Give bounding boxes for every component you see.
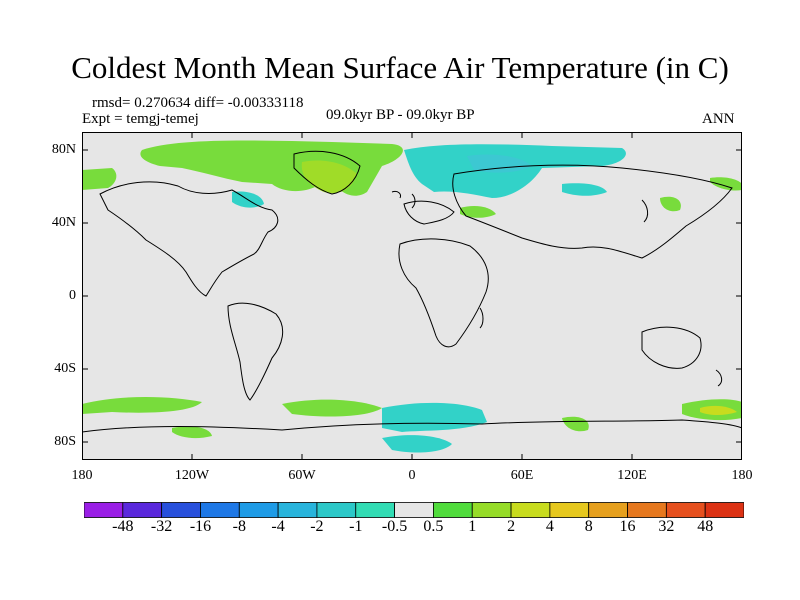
south-atlantic-negative-region	[382, 402, 487, 432]
south-america-coast	[227, 302, 284, 401]
asia-coast	[452, 164, 733, 259]
colorbar-label: -1	[349, 518, 363, 535]
colorbar-label: -4	[271, 518, 285, 535]
new-zealand-coast	[715, 369, 723, 387]
antarctic-positive-patch	[562, 416, 589, 432]
colorbar-label: -48	[112, 518, 134, 535]
east-antarctic-negative-region	[382, 435, 452, 453]
caspian-positive-region	[460, 206, 496, 218]
colorbar	[84, 502, 744, 518]
lon-tick-60e: 60E	[510, 468, 534, 483]
season-label: ANN	[702, 111, 735, 127]
colorbar-label: -32	[150, 518, 173, 535]
kamchatka-positive-region	[710, 177, 742, 191]
colorbar-swatch	[665, 502, 706, 518]
lat-tick-0: 0	[69, 288, 76, 303]
colorbar-swatch	[433, 502, 473, 518]
lon-tick-0: 0	[408, 468, 416, 483]
east-asia-positive-region	[660, 196, 681, 212]
colorbar-swatch	[704, 502, 744, 518]
lon-tick-60w: 60W	[288, 468, 316, 483]
colorbar-label: -8	[232, 518, 246, 535]
europe-coast	[403, 200, 455, 225]
colorbar-swatch	[200, 502, 240, 518]
colorbar-swatch	[161, 502, 201, 518]
british-isles-coast	[411, 193, 416, 209]
colorbar-swatch	[510, 502, 551, 518]
colorbar-swatch	[394, 502, 434, 518]
colorbar-label: 16	[619, 518, 636, 535]
weddell-positive-region	[282, 399, 382, 417]
colorbar-label: -16	[189, 518, 212, 535]
stats-label: rmsd= 0.270634 diff= -0.00333118	[92, 95, 304, 111]
southern-ocean-positive-west	[82, 397, 202, 414]
australia-coast	[641, 326, 702, 369]
colorbar-label: -2	[310, 518, 324, 535]
map-title: Coldest Month Mean Surface Air Temperatu…	[71, 50, 729, 85]
colorbar-swatch	[471, 502, 512, 518]
japan-coast	[641, 199, 649, 223]
colorbar-label: 0.5	[423, 518, 444, 535]
greenland-coast	[293, 150, 361, 195]
lat-tick-80s: 80S	[54, 434, 76, 449]
axis-ticks	[82, 132, 742, 460]
north-america-coast	[99, 181, 279, 297]
iceland-coast	[391, 191, 401, 199]
lon-tick-120w: 120W	[174, 468, 210, 483]
colorbar-label: 48	[697, 518, 714, 535]
lon-tick-180w: 180	[71, 468, 93, 483]
lon-tick-120e: 120E	[617, 468, 647, 483]
colorbar-label: 4	[545, 518, 554, 535]
lon-tick-180e: 180	[731, 468, 753, 483]
antarctica-coast	[82, 419, 742, 433]
colorbar-swatch	[355, 502, 395, 518]
colorbar-label: 1	[468, 518, 477, 535]
ross-sea-positive-core	[700, 405, 737, 415]
lat-tick-40n: 40N	[51, 215, 76, 230]
colorbar-swatch	[122, 502, 163, 518]
world-map	[82, 132, 742, 460]
siberia-negative-core	[467, 154, 532, 173]
colorbar-swatch	[549, 502, 590, 518]
period-label: 09.0kyr BP - 09.0kyr BP	[326, 107, 475, 123]
madagascar-coast	[479, 307, 484, 329]
anomaly-fields	[82, 140, 742, 453]
colorbar-swatch	[316, 502, 357, 518]
coastlines	[82, 150, 742, 433]
colorbar-label: 2	[507, 518, 516, 535]
colorbar-label: 8	[584, 518, 593, 535]
colorbar-swatch	[588, 502, 628, 518]
lat-tick-40s: 40S	[54, 361, 76, 376]
colorbar-swatch	[627, 502, 667, 518]
lat-tick-80n: 80N	[51, 142, 76, 157]
amundsen-positive-patch	[172, 426, 212, 439]
colorbar-swatch	[238, 502, 279, 518]
africa-coast	[398, 238, 489, 348]
central-asia-negative-region	[562, 183, 607, 196]
experiment-label: Expt = temgj-temej	[82, 111, 199, 127]
colorbar-label: 32	[658, 518, 675, 535]
greenland-positive-core	[301, 160, 357, 194]
colorbar-swatch	[277, 502, 318, 518]
alaska-positive-region	[82, 168, 117, 190]
colorbar-label: -0.5	[381, 518, 408, 535]
colorbar-swatch	[84, 502, 124, 518]
